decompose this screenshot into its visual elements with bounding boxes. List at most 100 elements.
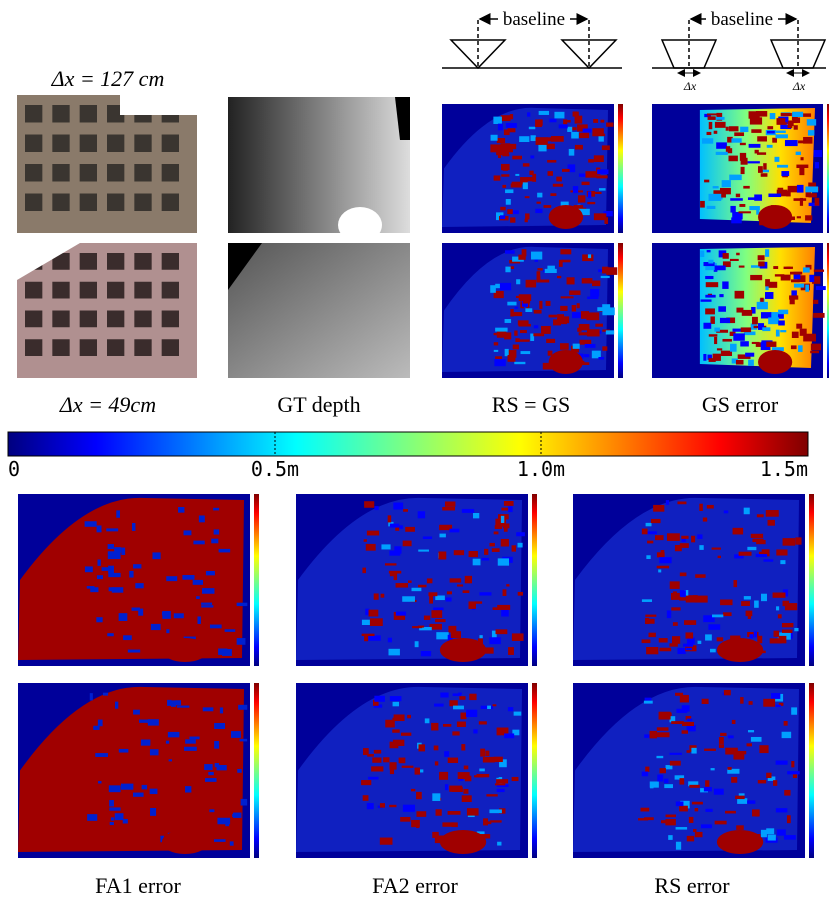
mini-colorbar — [618, 243, 623, 378]
error-patch — [773, 266, 778, 269]
error-patch — [579, 133, 589, 138]
window — [25, 282, 42, 299]
error-patch — [177, 706, 189, 708]
error-patch — [548, 171, 553, 176]
error-patch — [776, 549, 787, 555]
error-patch — [501, 610, 509, 617]
error-patch — [418, 511, 425, 518]
error-patch — [508, 355, 516, 362]
error-patch — [778, 614, 782, 618]
error-patch — [90, 693, 93, 700]
error-patch — [708, 116, 716, 120]
error-patch — [573, 112, 579, 117]
error-patch — [750, 275, 762, 280]
error-patch — [776, 606, 779, 610]
error-patch — [525, 213, 529, 219]
error-patch — [816, 286, 826, 290]
error-patch — [709, 194, 722, 201]
error-patch — [815, 198, 820, 206]
error-patch — [169, 759, 172, 761]
error-patch — [606, 330, 614, 334]
error-patch — [416, 792, 422, 799]
error-patch — [777, 165, 788, 168]
error-patch — [150, 808, 156, 816]
error-patch — [774, 131, 786, 133]
error-patch — [758, 166, 763, 173]
error-patch — [705, 809, 712, 812]
error-patch — [213, 508, 219, 511]
error-patch — [129, 571, 133, 578]
error-patch — [90, 587, 98, 592]
error-patch — [659, 712, 671, 720]
error-patch — [707, 132, 712, 135]
error-patch — [368, 635, 381, 640]
error-patch — [695, 832, 703, 837]
error-patch — [184, 747, 197, 751]
error-arch — [440, 830, 486, 854]
error-patch — [115, 702, 118, 709]
error-patch — [742, 310, 752, 316]
error-patch — [776, 330, 780, 337]
error-patch — [752, 317, 758, 324]
error-patch — [700, 251, 704, 257]
error-patch — [547, 160, 556, 163]
error-patch — [222, 649, 232, 656]
error-patch — [775, 134, 787, 138]
window — [107, 164, 124, 182]
error-patch — [700, 201, 705, 208]
error-patch — [704, 749, 716, 751]
window — [134, 164, 151, 182]
error-patch — [452, 822, 458, 827]
error-patch — [457, 722, 466, 727]
error-patch — [675, 545, 682, 551]
window — [52, 164, 69, 182]
error-patch — [529, 127, 536, 129]
error-patch — [501, 164, 510, 170]
error-patch — [792, 332, 799, 338]
error-patch — [534, 325, 538, 328]
window — [80, 253, 97, 270]
error-patch — [128, 650, 140, 653]
error-patch — [123, 819, 128, 824]
error-patch — [761, 830, 767, 837]
error-patch — [185, 739, 196, 743]
error-patch — [754, 631, 757, 637]
error-patch — [772, 138, 777, 143]
error-patch — [744, 596, 751, 599]
error-patch — [659, 638, 668, 642]
error-patch — [513, 345, 519, 350]
error-patch — [728, 156, 737, 162]
error-patch — [712, 615, 723, 618]
error-patch — [811, 344, 821, 351]
error-patch — [687, 750, 691, 753]
error-patch — [551, 136, 564, 142]
error-patch — [421, 651, 431, 656]
error-patch — [513, 312, 522, 316]
error-patch — [435, 595, 445, 600]
error-patch — [483, 818, 488, 825]
error-patch — [199, 515, 205, 522]
error-patch — [567, 127, 572, 132]
error-patch — [677, 648, 685, 654]
error-patch — [748, 730, 754, 732]
error-patch — [680, 572, 687, 576]
error-patch — [810, 351, 819, 354]
error-patch — [782, 601, 789, 606]
error-patch — [756, 554, 767, 557]
error-patch — [396, 612, 406, 616]
error-patch — [432, 832, 438, 838]
error-patch — [512, 545, 516, 551]
error-patch — [705, 780, 709, 786]
error-patch — [174, 613, 184, 618]
window — [25, 164, 42, 182]
error-patch — [776, 761, 788, 765]
error-patch — [704, 180, 709, 183]
error-patch — [432, 793, 440, 801]
error-patch — [645, 767, 649, 772]
error-patch — [666, 815, 676, 818]
error-patch — [768, 520, 775, 526]
error-patch — [695, 596, 708, 603]
error-patch — [651, 519, 661, 523]
error-patch — [486, 794, 497, 796]
error-patch — [193, 580, 203, 585]
